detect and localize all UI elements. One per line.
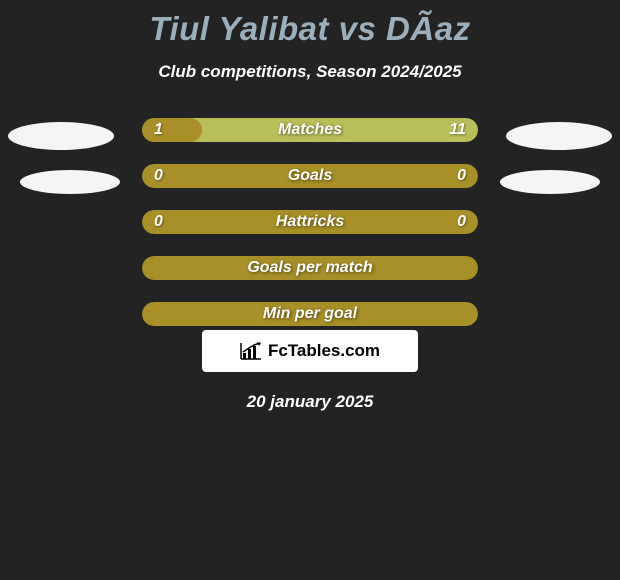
logo-chart-icon — [240, 342, 262, 360]
stat-right-value: 0 — [457, 167, 466, 185]
stat-row: Goals per match — [142, 256, 478, 280]
fctables-logo[interactable]: FcTables.com — [202, 330, 418, 372]
stats-area: 111Matches00Goals00HattricksGoals per ma… — [0, 118, 620, 326]
stat-left-value: 0 — [154, 167, 163, 185]
stat-row: 0 0 Goals — [142, 164, 478, 188]
page-subtitle: Club competitions, Season 2024/2025 — [158, 62, 461, 82]
stat-right-value: 11 — [449, 121, 466, 139]
stat-row: 0 0 Hattricks — [142, 210, 478, 234]
stat-left-value: 1 — [154, 121, 163, 139]
stat-label: Min per goal — [263, 305, 357, 323]
stat-right-value: 0 — [457, 213, 466, 231]
stat-row: Min per goal — [142, 302, 478, 326]
stat-label: Goals — [288, 167, 332, 185]
page-title: Tiul Yalibat vs DÃ­az — [149, 10, 470, 48]
stat-bar-fill-left — [142, 118, 202, 142]
player-badge-ellipse — [8, 122, 114, 150]
comparison-card: Tiul Yalibat vs DÃ­az Club competitions,… — [0, 0, 620, 412]
stat-row: 111Matches — [142, 118, 478, 142]
player-badge-ellipse — [20, 170, 120, 194]
stat-label: Hattricks — [276, 213, 344, 231]
stat-left-value: 0 — [154, 213, 163, 231]
player-badge-ellipse — [506, 122, 612, 150]
date-text: 20 january 2025 — [247, 392, 374, 412]
logo-text: FcTables.com — [268, 341, 380, 361]
stat-label: Goals per match — [247, 259, 372, 277]
stat-label: Matches — [278, 121, 342, 139]
player-badge-ellipse — [500, 170, 600, 194]
